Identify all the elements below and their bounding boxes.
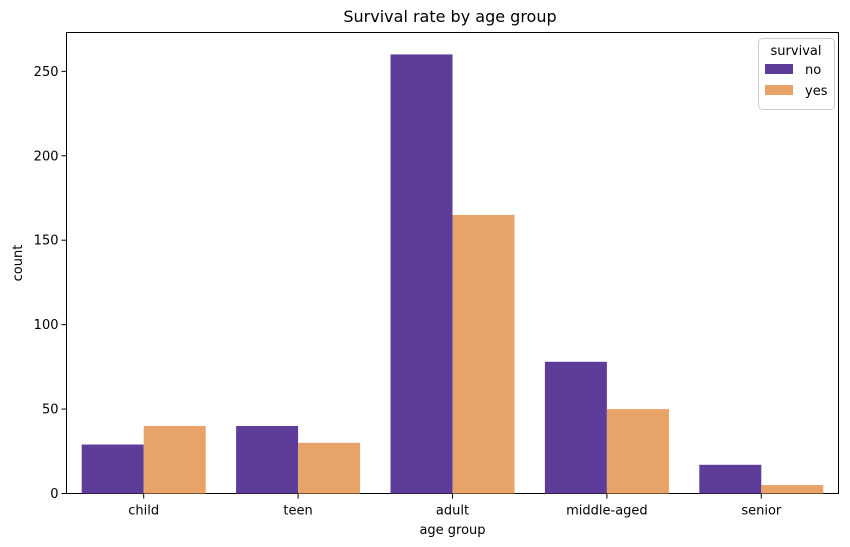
bar-middle-aged-no xyxy=(544,361,607,494)
bar-child-yes xyxy=(143,425,206,494)
x-tick-label: child xyxy=(128,504,159,519)
y-tick-label: 50 xyxy=(42,403,59,418)
x-tick-label: adult xyxy=(436,504,469,519)
legend-label-yes: yes xyxy=(805,84,828,99)
legend: survival no yes xyxy=(758,38,835,110)
bar-child-no xyxy=(81,444,144,494)
legend-swatch-no xyxy=(765,64,793,74)
bar-senior-yes xyxy=(761,485,824,494)
y-tick-label: 150 xyxy=(34,234,59,249)
y-tick-label: 200 xyxy=(34,149,59,164)
x-tick-label: teen xyxy=(283,504,312,519)
bar-teen-yes xyxy=(298,442,361,494)
chart-title: Survival rate by age group xyxy=(343,7,556,26)
bar-adult-no xyxy=(390,54,453,494)
plot-area: child teen adult middle-aged senior 0 50 100 15… xyxy=(34,32,839,519)
y-tick-label: 0 xyxy=(50,487,58,502)
y-ticks: 0 50 100 150 200 250 xyxy=(34,65,67,502)
x-tick-label: senior xyxy=(741,504,782,519)
x-ticks: child teen adult middle-aged senior xyxy=(128,493,782,519)
x-tick-label: middle-aged xyxy=(566,504,648,519)
bars-layer xyxy=(81,54,824,494)
legend-title: survival xyxy=(771,44,822,59)
legend-label-no: no xyxy=(805,63,821,78)
legend-swatch-yes xyxy=(765,85,793,95)
bar-senior-no xyxy=(699,464,762,494)
bar-adult-yes xyxy=(452,214,515,494)
bar-teen-no xyxy=(236,425,299,494)
legend-items: no yes xyxy=(765,63,828,99)
y-tick-label: 100 xyxy=(34,318,59,333)
y-tick-label: 250 xyxy=(34,65,59,80)
x-axis-label: age group xyxy=(419,523,485,538)
y-axis-label: count xyxy=(11,245,26,282)
bar-middle-aged-yes xyxy=(606,409,669,494)
